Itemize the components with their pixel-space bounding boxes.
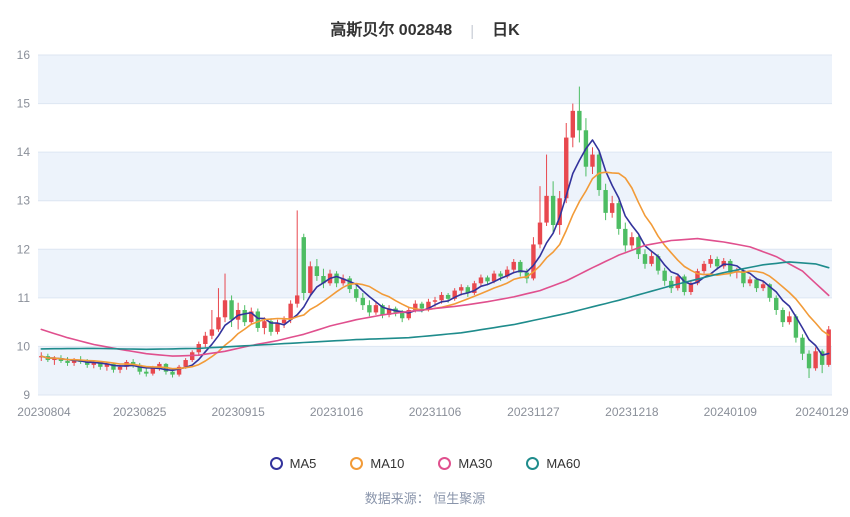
x-axis-label: 20240109 [704,405,758,419]
y-axis-label: 11 [18,291,31,305]
legend-item-ma60[interactable]: MA60 [526,456,580,471]
chart-title: 高斯贝尔 002848 | 日K [0,0,850,40]
data-source-text: 数据来源： 恒生聚源 [364,491,486,506]
title-separator: | [470,23,475,40]
y-axis-label: 12 [17,242,31,256]
chart-legend: MA5 MA10 MA30 MA60 [0,450,850,476]
x-axis-label: 20231218 [605,405,659,419]
ma10-legend-label: MA10 [370,455,405,471]
grid-lines [38,54,832,396]
y-axis-label: 16 [17,48,31,62]
ma30-legend-ring-icon [438,456,452,470]
x-axis-label: 20230825 [113,405,167,419]
x-axis-label: 20230804 [17,405,71,419]
ma60-legend-label: MA60 [546,455,581,471]
y-axis-label: 15 [17,97,31,111]
legend-item-ma30[interactable]: MA30 [438,456,492,471]
ma60-line [40,261,830,351]
ma60-legend-ring-icon [526,456,540,470]
ma10-legend-ring-icon [350,456,364,470]
x-axis-label: 20230915 [211,405,265,419]
ma30-legend-label: MA30 [458,455,493,471]
y-axis-label: 13 [17,194,31,208]
ma5-legend-ring-icon [269,456,283,470]
legend-item-ma10[interactable]: MA10 [350,456,404,471]
ma-lines-layer [40,139,830,372]
period-label: 日K [492,22,520,39]
x-axis-label: 20240129 [795,405,849,419]
x-axis-label: 20231106 [409,405,462,419]
y-axis-label: 9 [23,388,30,402]
ma5-legend-label: MA5 [289,455,317,471]
ma30-line [40,237,830,357]
y-axis-label: 14 [17,145,31,159]
stock-name-and-code: 高斯贝尔 002848 [330,22,453,39]
y-axis-label: 10 [17,339,31,353]
kline-chart-canvas[interactable]: 9 10 11 12 13 14 15 16 20230804 20230825 20230915 2… [0,40,850,432]
legend-item-ma5[interactable]: MA5 [269,455,317,471]
x-axis-label: 20231127 [507,405,560,419]
candlestick-layer [39,86,831,378]
background-bands [38,55,832,395]
ma5-line [40,139,830,372]
x-axis-label: 20231016 [310,405,364,419]
